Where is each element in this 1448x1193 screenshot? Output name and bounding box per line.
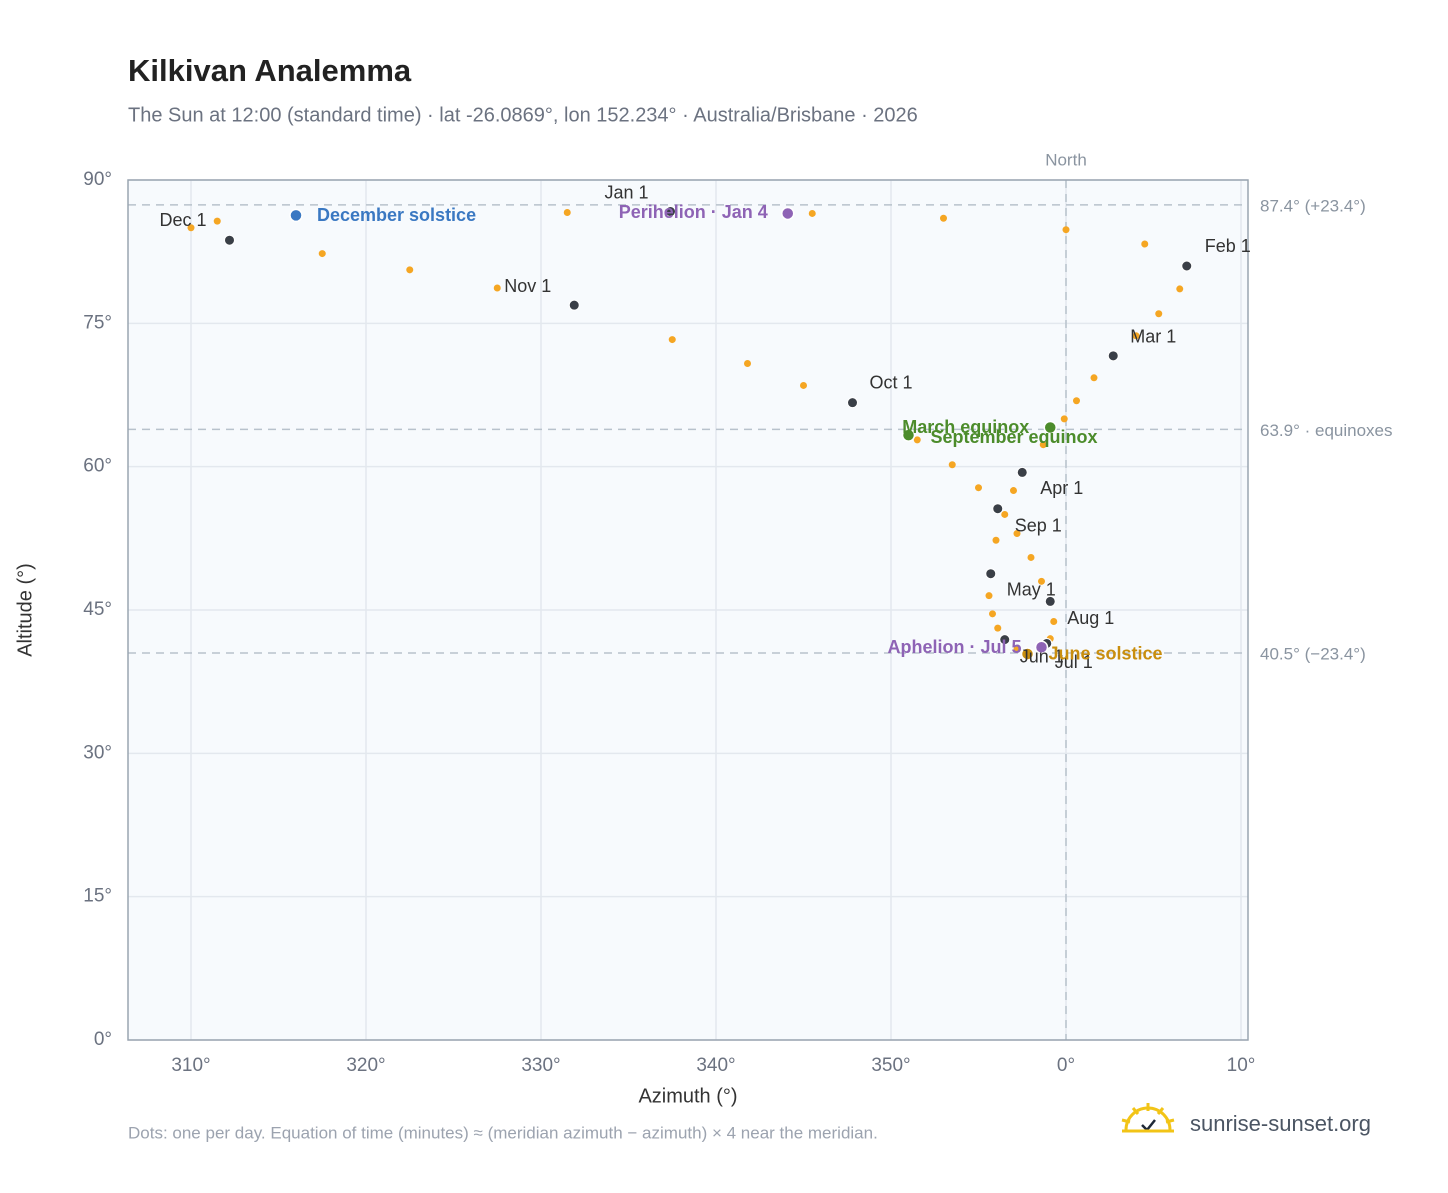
month-marker <box>1016 466 1028 478</box>
daily-dot <box>808 209 816 217</box>
marks <box>187 206 1193 661</box>
month-label: Aug 1 <box>1067 608 1114 628</box>
x-tick-label: 330° <box>521 1055 560 1076</box>
month-label: Sep 1 <box>1015 515 1062 535</box>
x-tick-label: 320° <box>346 1055 385 1076</box>
event-label: March equinox <box>902 417 1029 437</box>
month-marker <box>985 568 997 580</box>
event-marker <box>1034 640 1049 655</box>
y-tick-label: 0° <box>94 1029 112 1050</box>
daily-dot <box>940 214 947 222</box>
daily-dot <box>992 536 1000 544</box>
reference-label: 63.9° · equinoxes <box>1260 421 1393 440</box>
daily-dot <box>1039 441 1047 449</box>
event-marker <box>1020 647 1035 661</box>
month-marker <box>1107 350 1119 362</box>
month-label: Mar 1 <box>1130 327 1176 347</box>
daily-dot <box>800 381 807 389</box>
daily-dot <box>1090 374 1098 382</box>
daily-dot <box>1060 415 1068 423</box>
logo <box>1121 1103 1175 1133</box>
daily-dot <box>1050 617 1058 625</box>
reference-label: 40.5° (−23.4°) <box>1260 644 1366 663</box>
daily-dot <box>318 250 326 258</box>
x-tick-label: 350° <box>871 1055 910 1076</box>
daily-dot <box>985 592 993 600</box>
daily-dot <box>668 336 676 344</box>
brand: sunrise-sunset.org <box>1190 1111 1371 1136</box>
y-tick-label: 75° <box>83 312 112 333</box>
footnote: Dots: one per day. Equation of time (min… <box>128 1123 878 1142</box>
month-marker <box>1044 595 1056 607</box>
y-tick-label: 15° <box>83 886 112 907</box>
month-label: Dec 1 <box>160 210 207 230</box>
daily-dot <box>1155 310 1163 318</box>
month-label: Nov 1 <box>504 276 551 296</box>
x-tick-label: 0° <box>1057 1055 1075 1076</box>
month-marker <box>999 634 1011 646</box>
y-tick-label: 45° <box>83 599 112 620</box>
daily-dot <box>493 284 501 292</box>
daily-dot <box>1001 510 1009 518</box>
reference-label: 87.4° (+23.4°) <box>1260 196 1366 215</box>
month-label: Feb 1 <box>1205 236 1251 256</box>
month-marker <box>992 503 1004 515</box>
event-label: June solstice <box>1049 644 1163 664</box>
event-label: September equinox <box>931 427 1098 447</box>
month-label: Oct 1 <box>870 372 913 392</box>
daily-dot <box>975 484 982 492</box>
y-tick-label: 60° <box>83 456 112 477</box>
x-tick-label: 10° <box>1227 1055 1256 1076</box>
daily-dot <box>187 224 195 232</box>
y-tick-label: 30° <box>83 742 112 763</box>
daily-dot <box>989 610 996 618</box>
plot-frame <box>127 179 1249 1041</box>
month-label: May 1 <box>1007 579 1056 599</box>
month-marker <box>847 397 858 409</box>
month-marker <box>665 206 676 218</box>
daily-dot <box>1038 577 1045 585</box>
daily-dot <box>1141 240 1149 248</box>
daily-dot <box>1013 530 1021 538</box>
event-marker <box>901 428 916 442</box>
daily-dot <box>213 217 221 225</box>
month-label: Jan 1 <box>605 182 649 202</box>
event-marker <box>1043 420 1057 435</box>
x-tick-label: 340° <box>696 1055 735 1076</box>
event-label: Perihelion · Jan 4 <box>619 202 768 222</box>
month-marker <box>568 299 580 311</box>
x-tick-label: 310° <box>171 1055 210 1076</box>
daily-dot <box>563 208 571 216</box>
daily-dot <box>406 266 414 274</box>
chart-subtitle: The Sun at 12:00 (standard time) · lat -… <box>128 104 918 126</box>
daily-dot <box>913 436 921 444</box>
month-label: Jun 1 <box>1020 646 1064 666</box>
chart-title: Kilkivan Analemma <box>128 53 412 88</box>
daily-dot <box>994 624 1002 632</box>
month-label: Jul 1 <box>1055 652 1093 672</box>
daily-dot <box>1176 285 1184 293</box>
daily-dot <box>1010 487 1017 495</box>
event-marker <box>289 208 303 223</box>
daily-dot <box>1027 553 1035 561</box>
daily-dot <box>1062 226 1070 234</box>
event-marker <box>781 206 795 221</box>
daily-dot <box>1132 332 1140 340</box>
daily-dot <box>744 359 751 367</box>
daily-dot <box>948 461 956 469</box>
north-label: North <box>1045 150 1087 169</box>
daily-dot <box>1013 645 1021 653</box>
daily-dot <box>1073 397 1080 405</box>
x-axis-label: Azimuth (°) <box>638 1085 737 1107</box>
y-tick-label: 90° <box>83 169 112 190</box>
month-marker <box>1181 260 1193 272</box>
month-marker <box>224 234 235 246</box>
month-label: Apr 1 <box>1040 478 1083 498</box>
y-axis-label: Altitude (°) <box>14 563 36 657</box>
event-label: Aphelion · Jul 5 <box>887 637 1021 657</box>
event-label: December solstice <box>317 205 476 225</box>
